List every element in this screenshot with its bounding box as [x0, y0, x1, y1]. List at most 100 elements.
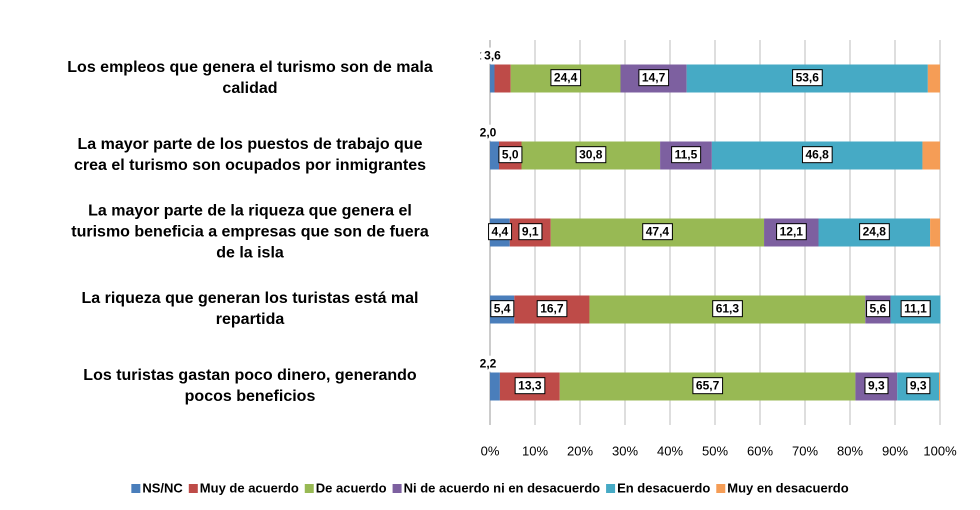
legend-swatch: [131, 484, 141, 493]
x-tick-label: 10%: [522, 443, 548, 458]
value-label-text: 3,6: [484, 49, 501, 63]
value-label-box: [550, 69, 582, 87]
legend-label: En desacuerdo: [617, 480, 710, 495]
value-label-text: 9,1: [522, 225, 539, 239]
value-label-text: 53,6: [796, 71, 820, 85]
value-label: 2,2: [476, 355, 500, 372]
value-label-text: 5,4: [494, 302, 511, 316]
value-label: 16,7: [536, 300, 568, 318]
value-label-box: [481, 47, 505, 64]
legend-swatch: [716, 484, 726, 493]
value-label-text: 46,8: [805, 148, 829, 162]
value-label-text: 5,6: [870, 302, 887, 316]
value-label-box: [906, 377, 931, 395]
bar-segment: [939, 372, 940, 401]
value-label: 46,8: [801, 146, 833, 164]
value-label-text: 2,2: [480, 357, 497, 371]
value-label-text: 65,7: [696, 379, 720, 393]
value-label-box: [776, 223, 807, 241]
value-label-text: 24,4: [554, 71, 578, 85]
value-label-text: 5,0: [502, 148, 519, 162]
x-tick-label: 20%: [567, 443, 593, 458]
value-label-box: [801, 146, 833, 164]
value-label-box: [671, 146, 702, 164]
value-label: 9,3: [864, 377, 889, 395]
category-label: Los empleos que genera el turismo son de…: [67, 59, 433, 97]
value-label-box: [642, 223, 673, 241]
value-label-box: [692, 377, 724, 395]
value-label: 24,4: [550, 69, 582, 87]
value-label-text: 30,8: [579, 148, 603, 162]
value-label: 13,3: [514, 377, 546, 395]
value-label-box: [490, 300, 515, 318]
value-label-text: 61,3: [716, 302, 740, 316]
category-label: Los turistas gastan poco dinero, generan…: [83, 367, 417, 405]
value-label: 24,8: [859, 223, 890, 241]
legend-label: Ni de acuerdo ni en desacuerdo: [404, 480, 601, 495]
value-label-text: 11,5: [675, 148, 698, 162]
value-label: 9,3: [906, 377, 931, 395]
category-label: La mayor parte de la riqueza que genera …: [71, 203, 429, 262]
value-label-box: [536, 300, 568, 318]
legend-label: Muy en desacuerdo: [727, 480, 848, 495]
legend-label: NS/NC: [142, 480, 183, 495]
x-tick-label: 50%: [702, 443, 728, 458]
legend-label: Muy de acuerdo: [200, 480, 299, 495]
value-label: 5,0: [498, 146, 523, 164]
value-label: 61,3: [712, 300, 743, 318]
value-label-box: [476, 124, 500, 141]
value-label: 14,7: [638, 69, 670, 87]
x-tick-label: 0%: [481, 443, 500, 458]
value-label-box: [638, 69, 670, 87]
value-label: 30,8: [575, 146, 607, 164]
legend-swatch: [188, 484, 198, 493]
value-label-box: [498, 146, 523, 164]
value-label: 5,6: [866, 300, 891, 318]
category-label: La riqueza que generan los turistas está…: [82, 290, 419, 328]
x-tick-label: 100%: [923, 443, 957, 458]
value-label-box: [864, 377, 889, 395]
value-label-text: 11,1: [904, 302, 927, 316]
x-tick-label: 30%: [612, 443, 638, 458]
x-tick-label: 70%: [792, 443, 818, 458]
value-label-text: 13,3: [518, 379, 542, 393]
value-label-text: 9,3: [868, 379, 885, 393]
value-label-text: 9,3: [910, 379, 927, 393]
x-tick-label: 80%: [837, 443, 863, 458]
value-label-text: 24,8: [863, 225, 887, 239]
legend-swatch: [606, 484, 616, 493]
value-label-text: 14,7: [642, 71, 666, 85]
value-label-text: 12,1: [780, 225, 804, 239]
value-label: 5,4: [490, 300, 515, 318]
value-label-text: 2,0: [480, 126, 497, 140]
value-label-box: [792, 69, 823, 87]
value-label: 65,7: [692, 377, 724, 395]
bar-segment: [927, 64, 940, 93]
value-label-box: [514, 377, 546, 395]
legend-label: De acuerdo: [316, 480, 387, 495]
bar-segment: [930, 218, 940, 247]
value-label-text: 47,4: [646, 225, 670, 239]
legend: NS/NC Muy de acuerdo De acuerdo Ni de acuer…: [131, 480, 849, 495]
value-label: 11,5: [671, 146, 702, 164]
value-label-box: [712, 300, 743, 318]
legend-swatch: [304, 484, 314, 493]
value-label-text: 4,4: [492, 225, 509, 239]
legend-swatch: [392, 484, 402, 493]
value-label: 4,4: [488, 223, 513, 241]
value-label: 12,1: [776, 223, 807, 241]
category-label: La mayor parte de los puestos de trabajo…: [74, 136, 426, 174]
bar-segment: [490, 372, 500, 401]
value-label-box: [900, 300, 931, 318]
bar-segment: [490, 141, 499, 170]
value-label: 47,4: [642, 223, 673, 241]
value-label: 9,1: [518, 223, 543, 241]
value-label-box: [476, 355, 500, 372]
value-label-box: [575, 146, 607, 164]
x-tick-label: 40%: [657, 443, 683, 458]
value-label-box: [859, 223, 890, 241]
x-tick-label: 90%: [882, 443, 908, 458]
value-label: 2,0: [476, 124, 500, 141]
value-label: 11,1: [900, 300, 931, 318]
